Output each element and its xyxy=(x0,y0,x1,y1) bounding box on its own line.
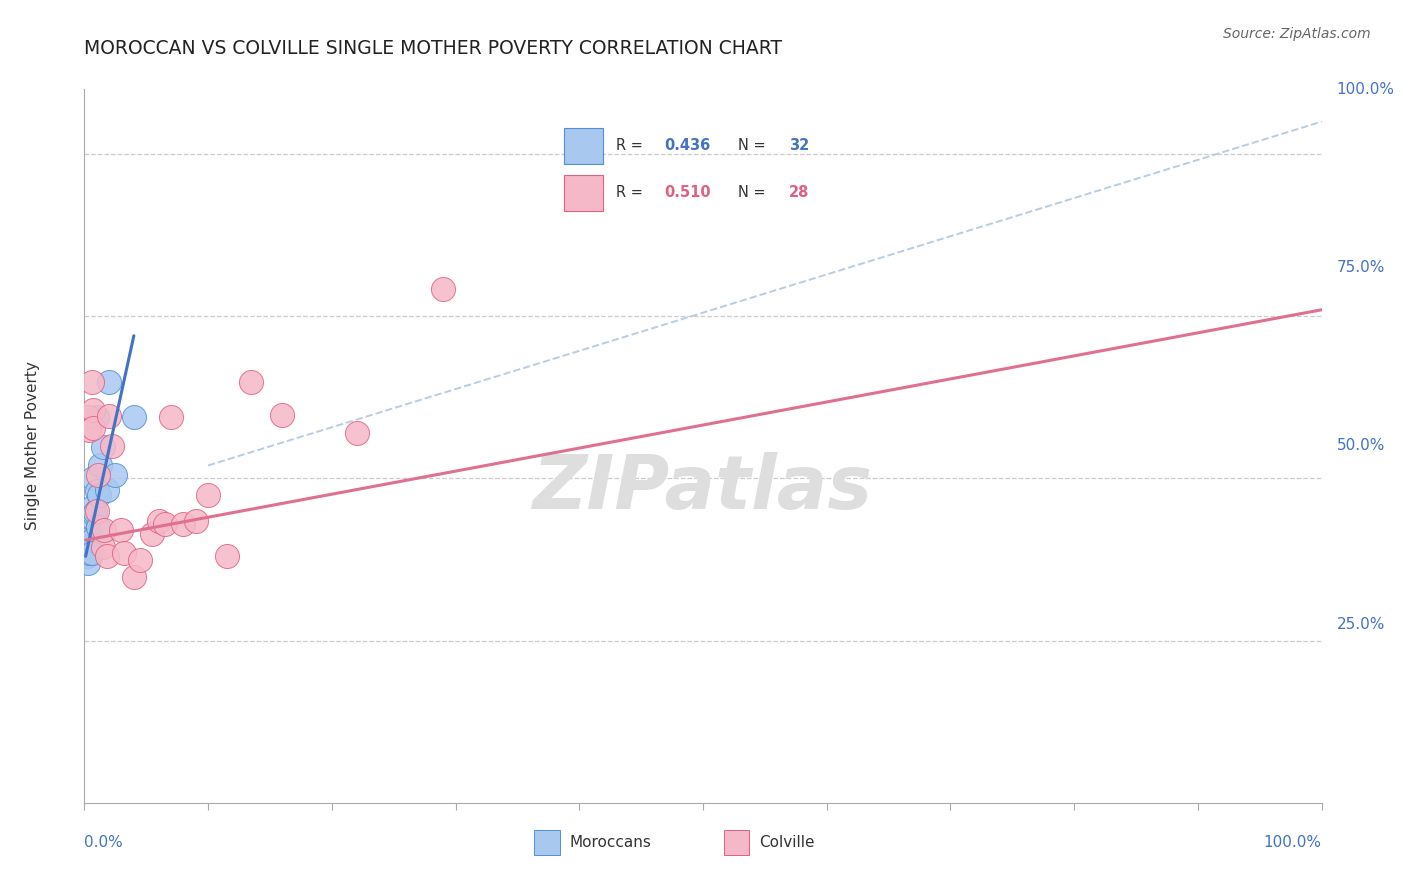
Point xyxy=(80,376,103,390)
Text: 50.0%: 50.0% xyxy=(1337,439,1385,453)
Point xyxy=(100,439,122,453)
Point xyxy=(98,376,121,390)
Text: R =: R = xyxy=(616,138,647,153)
Point xyxy=(82,403,104,417)
Point xyxy=(153,516,176,531)
Point xyxy=(86,409,108,424)
Point xyxy=(77,409,100,424)
Text: MOROCCAN VS COLVILLE SINGLE MOTHER POVERTY CORRELATION CHART: MOROCCAN VS COLVILLE SINGLE MOTHER POVER… xyxy=(84,39,783,58)
Point xyxy=(91,440,114,454)
Point xyxy=(79,546,101,560)
Point xyxy=(184,514,207,528)
Point xyxy=(148,514,170,528)
Text: 0.436: 0.436 xyxy=(664,138,710,153)
Point xyxy=(122,570,145,584)
Point xyxy=(91,540,114,554)
Point xyxy=(122,409,145,424)
Point xyxy=(271,408,294,422)
Point xyxy=(77,556,100,570)
Point xyxy=(87,520,110,534)
Point xyxy=(160,409,183,424)
Text: R =: R = xyxy=(616,185,647,200)
Point xyxy=(79,423,101,437)
Point xyxy=(76,516,98,531)
Point xyxy=(172,516,194,531)
Point xyxy=(79,500,101,515)
Point xyxy=(104,468,127,483)
Text: 100.0%: 100.0% xyxy=(1337,82,1395,96)
Point xyxy=(110,524,132,538)
Text: 0.510: 0.510 xyxy=(664,185,710,200)
Point xyxy=(215,549,238,564)
Point xyxy=(77,524,100,538)
Point xyxy=(76,524,98,538)
Text: N =: N = xyxy=(738,138,770,153)
Point xyxy=(89,488,111,502)
Point xyxy=(346,425,368,440)
Text: 25.0%: 25.0% xyxy=(1337,617,1385,632)
Point xyxy=(129,553,152,567)
Point xyxy=(112,546,135,560)
Point xyxy=(240,376,263,390)
Point xyxy=(80,546,103,560)
FancyBboxPatch shape xyxy=(564,175,603,211)
Point xyxy=(96,483,118,497)
Point xyxy=(75,533,97,547)
Point xyxy=(76,531,98,545)
Point xyxy=(79,510,101,524)
Point xyxy=(89,458,111,473)
Point xyxy=(96,549,118,564)
Point xyxy=(76,549,98,564)
Text: 100.0%: 100.0% xyxy=(1264,836,1322,850)
FancyBboxPatch shape xyxy=(564,128,603,164)
Point xyxy=(75,514,97,528)
Text: Source: ZipAtlas.com: Source: ZipAtlas.com xyxy=(1223,27,1371,41)
Point xyxy=(80,533,103,547)
Point xyxy=(83,507,105,521)
Point xyxy=(432,282,454,296)
Text: ZIPatlas: ZIPatlas xyxy=(533,452,873,525)
Text: 0.0%: 0.0% xyxy=(84,836,124,850)
Point xyxy=(87,468,110,483)
Point xyxy=(82,421,104,435)
Point xyxy=(77,540,100,554)
Point xyxy=(75,526,97,541)
Point xyxy=(197,488,219,502)
Text: Single Mother Poverty: Single Mother Poverty xyxy=(25,361,39,531)
Point xyxy=(86,504,108,518)
Point xyxy=(75,520,97,534)
Point xyxy=(98,409,121,424)
Point xyxy=(75,542,97,557)
Point xyxy=(93,524,115,538)
Point xyxy=(77,530,100,544)
Text: 75.0%: 75.0% xyxy=(1337,260,1385,275)
Text: 28: 28 xyxy=(789,185,810,200)
Point xyxy=(84,505,107,519)
Text: N =: N = xyxy=(738,185,770,200)
Point xyxy=(82,471,104,485)
Text: Moroccans: Moroccans xyxy=(569,835,651,849)
Point xyxy=(86,484,108,499)
Point xyxy=(79,510,101,524)
Text: 32: 32 xyxy=(789,138,810,153)
Text: Colville: Colville xyxy=(759,835,814,849)
Point xyxy=(141,526,163,541)
